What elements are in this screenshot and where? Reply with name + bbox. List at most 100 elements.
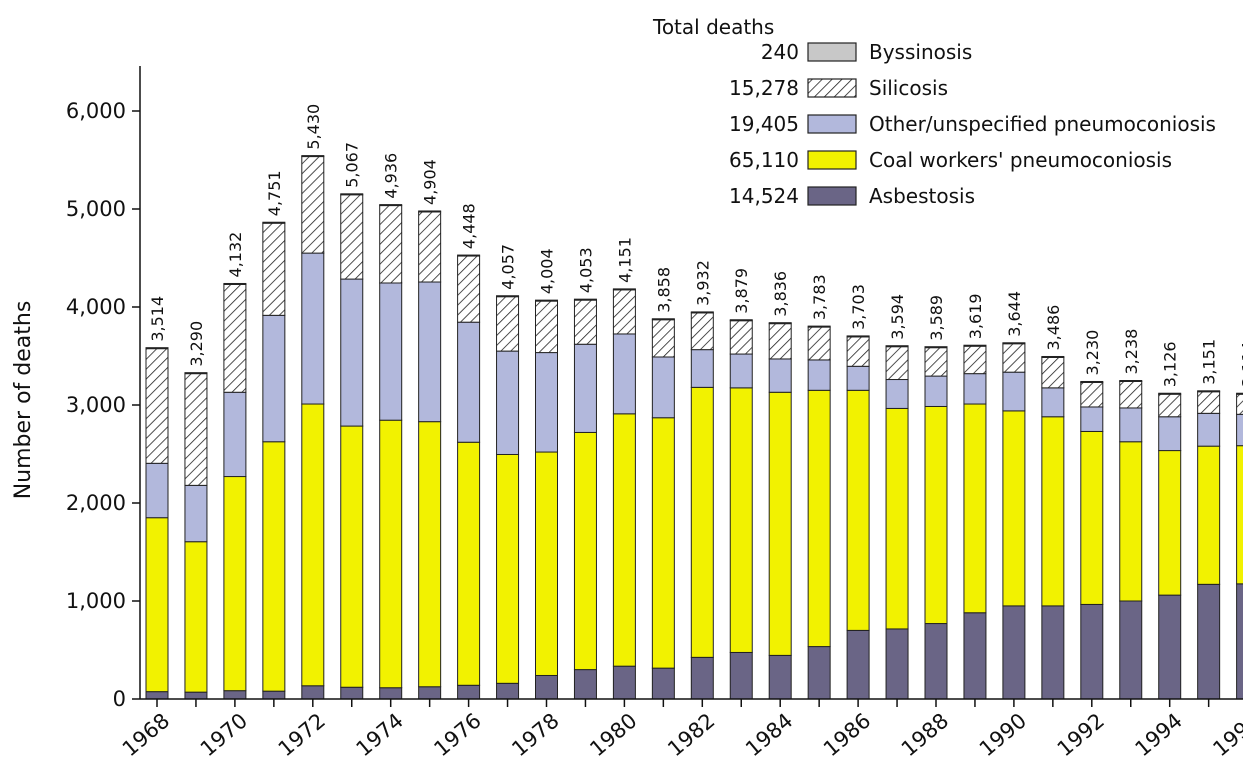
bar-segment-silicosis	[379, 205, 403, 284]
bar-segment-silicosis	[885, 346, 909, 381]
bar-total-label: 4,057	[499, 244, 518, 290]
bar-segment-coal-workers-pneumoconiosis	[1158, 450, 1182, 596]
bar-segment-silicosis	[807, 326, 831, 361]
x-axis: 1968 1970 1972 1974 1976 1978 1980 1982 1984 1986…	[118, 698, 1243, 761]
bar-segment-silicosis	[1197, 391, 1221, 414]
bar-total-label: 3,619	[966, 293, 985, 339]
bar-total-label: 3,486	[1044, 305, 1063, 351]
y-tick-label: 0	[113, 687, 126, 711]
bar-segment-asbestosis	[184, 691, 208, 700]
bar-total-label: 3,932	[693, 260, 712, 306]
bar-segment-asbestosis	[690, 656, 714, 700]
bar-segment-other-unspecified-pneumoconiosis	[1080, 406, 1104, 432]
bar-segment-silicosis	[573, 299, 597, 345]
bar-segment-coal-workers-pneumoconiosis	[535, 451, 558, 676]
bar-segment-silicosis	[846, 336, 870, 367]
bar-segment-coal-workers-pneumoconiosis	[612, 413, 636, 667]
bar-segment-other-unspecified-pneumoconiosis	[1236, 413, 1243, 447]
bar-segment-coal-workers-pneumoconiosis	[846, 389, 870, 631]
bar-segment-asbestosis	[145, 691, 169, 700]
bar-segment-silicosis	[1119, 380, 1143, 409]
bar-segment-silicosis	[340, 194, 364, 280]
bar-segment-other-unspecified-pneumoconiosis	[729, 353, 753, 389]
bar-segment-other-unspecified-pneumoconiosis	[1041, 387, 1065, 418]
bar-segment-coal-workers-pneumoconiosis	[340, 425, 364, 688]
bar-total-label: 5,067	[343, 142, 362, 188]
bar-segment-byssinosis	[1080, 380, 1104, 383]
bar-segment-other-unspecified-pneumoconiosis	[846, 365, 870, 391]
bar-segment-silicosis	[223, 283, 247, 393]
bar-total-label: 4,448	[460, 203, 479, 249]
bar-segment-other-unspecified-pneumoconiosis	[612, 333, 636, 415]
bar-segment-coal-workers-pneumoconiosis	[1080, 430, 1104, 605]
bar-segment-byssinosis	[651, 318, 675, 321]
bar-segment-silicosis	[963, 345, 987, 375]
y-axis: 0 1,000 2,000 3,000 4,000 5,000 6,000	[66, 66, 141, 711]
bar-total-label: 3,879	[732, 268, 751, 314]
bar-segment-other-unspecified-pneumoconiosis	[690, 349, 714, 388]
bar-segment-byssinosis	[612, 288, 636, 291]
bar-segment-silicosis	[1236, 393, 1243, 415]
bar-total-labels: 3,514 3,290 4,132 4,751 5,430 5,067 4,936 4,904…	[148, 104, 1243, 387]
bar-segment-other-unspecified-pneumoconiosis	[223, 391, 247, 478]
bar-total-label: 4,004	[538, 248, 557, 294]
bar-segment-asbestosis	[379, 687, 403, 700]
bar-segment-other-unspecified-pneumoconiosis	[963, 373, 987, 405]
legend-label: Byssinosis	[869, 40, 972, 64]
bar-segment-asbestosis	[1236, 583, 1243, 700]
bar-segment-other-unspecified-pneumoconiosis	[301, 252, 325, 405]
bar-segment-asbestosis	[223, 690, 247, 700]
bar-segment-byssinosis	[145, 347, 169, 350]
x-tick-label: 1974	[352, 708, 408, 761]
bar-segment-asbestosis	[340, 686, 364, 700]
x-tick-label: 1982	[663, 708, 719, 761]
legend-total: 15,278	[729, 76, 799, 100]
bar-total-label: 3,858	[654, 267, 673, 313]
bar-segment-other-unspecified-pneumoconiosis	[885, 379, 909, 409]
bar-segment-asbestosis	[457, 684, 481, 700]
bar-segment-silicosis	[1080, 381, 1104, 408]
bar-segment-byssinosis	[223, 282, 247, 285]
bar-segment-silicosis	[145, 348, 169, 464]
bar-segment-asbestosis	[1197, 583, 1221, 700]
bar-segment-asbestosis	[496, 682, 520, 700]
bar-segment-silicosis	[690, 312, 714, 351]
bar-segment-other-unspecified-pneumoconiosis	[1197, 412, 1221, 447]
bars	[145, 155, 1243, 700]
bar-segment-coal-workers-pneumoconiosis	[1119, 441, 1143, 602]
legend-total: 19,405	[729, 112, 799, 136]
bar-total-label: 4,936	[382, 153, 401, 199]
bar-segment-byssinosis	[729, 319, 753, 322]
bar-total-label: 3,594	[888, 294, 907, 340]
x-tick-label: 1984	[741, 708, 797, 761]
bar-segment-other-unspecified-pneumoconiosis	[340, 278, 364, 427]
bar-segment-other-unspecified-pneumoconiosis	[651, 356, 675, 419]
bar-segment-byssinosis	[496, 295, 520, 298]
y-tick-label: 5,000	[66, 197, 126, 221]
bar-segment-silicosis	[1002, 343, 1026, 373]
bar-segment-coal-workers-pneumoconiosis	[924, 405, 948, 625]
bar-segment-byssinosis	[457, 254, 481, 257]
bar-segment-other-unspecified-pneumoconiosis	[1119, 407, 1143, 443]
bar-segment-byssinosis	[768, 322, 792, 325]
bar-segment-coal-workers-pneumoconiosis	[963, 403, 987, 614]
bar-segment-coal-workers-pneumoconiosis	[729, 387, 753, 653]
legend-swatch	[807, 42, 857, 62]
bar-segment-asbestosis	[768, 654, 792, 700]
y-tick-label: 3,000	[66, 393, 126, 417]
bar-segment-other-unspecified-pneumoconiosis	[184, 484, 208, 543]
bar-segment-asbestosis	[924, 623, 948, 700]
x-tick-label: 1978	[507, 708, 563, 761]
legend: Total deaths 240 Byssinosis 15,278 Silicosi…	[652, 15, 1216, 208]
legend-total: 65,110	[729, 148, 799, 172]
bar-total-label: 3,644	[1005, 291, 1024, 337]
bar-segment-other-unspecified-pneumoconiosis	[496, 350, 520, 455]
bar-segment-silicosis	[184, 373, 208, 486]
bar-segment-byssinosis	[379, 204, 403, 207]
bar-segment-silicosis	[301, 156, 325, 254]
x-tick-label: 1976	[429, 708, 485, 761]
bar-segment-asbestosis	[1119, 600, 1143, 700]
x-tick-label: 1968	[118, 708, 174, 761]
bar-segment-other-unspecified-pneumoconiosis	[768, 358, 792, 393]
bar-segment-byssinosis	[807, 325, 831, 328]
